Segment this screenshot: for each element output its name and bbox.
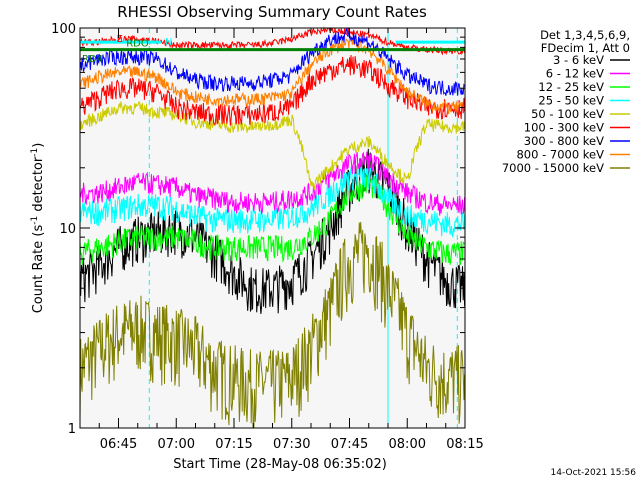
- series-12-25-kev: [79, 172, 465, 266]
- y-axis-label: Count Rate (s-1 detector-1): [30, 143, 46, 314]
- legend-entry-label: 7000 - 15000 keV: [502, 161, 604, 175]
- legend-entry-label: 25 - 50 keV: [538, 94, 604, 108]
- legend-info-line2: FDecim 1, Att 0: [541, 41, 630, 55]
- series-100-300-kev: [79, 54, 466, 126]
- x-tick-label: 06:45: [100, 437, 137, 452]
- y-tick-label: 100: [51, 22, 76, 37]
- x-tick-label: 08:15: [446, 437, 483, 452]
- series-50-100-kev: [79, 101, 466, 191]
- y-axis-label-part2: detector: [31, 156, 46, 216]
- legend-entry-label: 12 - 25 keV: [538, 80, 604, 94]
- y-axis-label-part1: Count Rate (s: [31, 225, 46, 314]
- y-tick-label: 10: [59, 222, 76, 237]
- x-tick-label: 07:45: [331, 437, 368, 452]
- series-25-50-kev: [79, 165, 466, 239]
- generated-timestamp: 14-Oct-2021 15:56: [551, 468, 637, 478]
- rdo-label: RDO: [126, 39, 149, 50]
- flag-label: E: [117, 34, 123, 45]
- legend-entry-label: 6 - 12 keV: [546, 67, 604, 81]
- flag-label: RD4: [82, 54, 103, 65]
- legend-entry-label: 50 - 100 keV: [531, 107, 604, 121]
- chart-title: RHESSI Observing Summary Count Rates: [117, 3, 427, 21]
- series-300-800-kev: [79, 27, 466, 96]
- x-tick-label: 08:00: [389, 437, 426, 452]
- series-100-300-kev-upper: [79, 26, 466, 56]
- y-axis-label-sup2: -1: [30, 148, 40, 157]
- legend: Det 1,3,4,5,6,9, FDecim 1, Att 0 3 - 6 k…: [502, 28, 630, 175]
- x-tick-label: 07:00: [158, 437, 195, 452]
- y-axis-label-part3: ): [31, 143, 46, 148]
- legend-info-line1: Det 1,3,4,5,6,9,: [540, 28, 630, 42]
- x-tick-label: 07:15: [215, 437, 252, 452]
- legend-entry-label: 300 - 800 keV: [524, 134, 604, 148]
- legend-entry-label: 3 - 6 keV: [553, 53, 604, 67]
- series-7000-15000-kev: [79, 221, 466, 429]
- x-tick-label: 07:30: [273, 437, 310, 452]
- saa-label: N: [165, 37, 172, 48]
- x-axis-label: Start Time (28-May-08 06:35:02): [173, 457, 387, 472]
- legend-entry-label: 100 - 300 keV: [524, 121, 604, 135]
- y-tick-label: 1: [68, 422, 76, 437]
- series-800-7000-kev: [79, 35, 465, 115]
- legend-entry-label: 800 - 7000 keV: [516, 148, 604, 162]
- y-axis-label-sup1: -1: [30, 216, 40, 225]
- axes: 1 10 100 06:45 07:00 07:15 07:30 07:45 08:00 08:1…: [51, 22, 484, 452]
- series-layer: [79, 26, 466, 429]
